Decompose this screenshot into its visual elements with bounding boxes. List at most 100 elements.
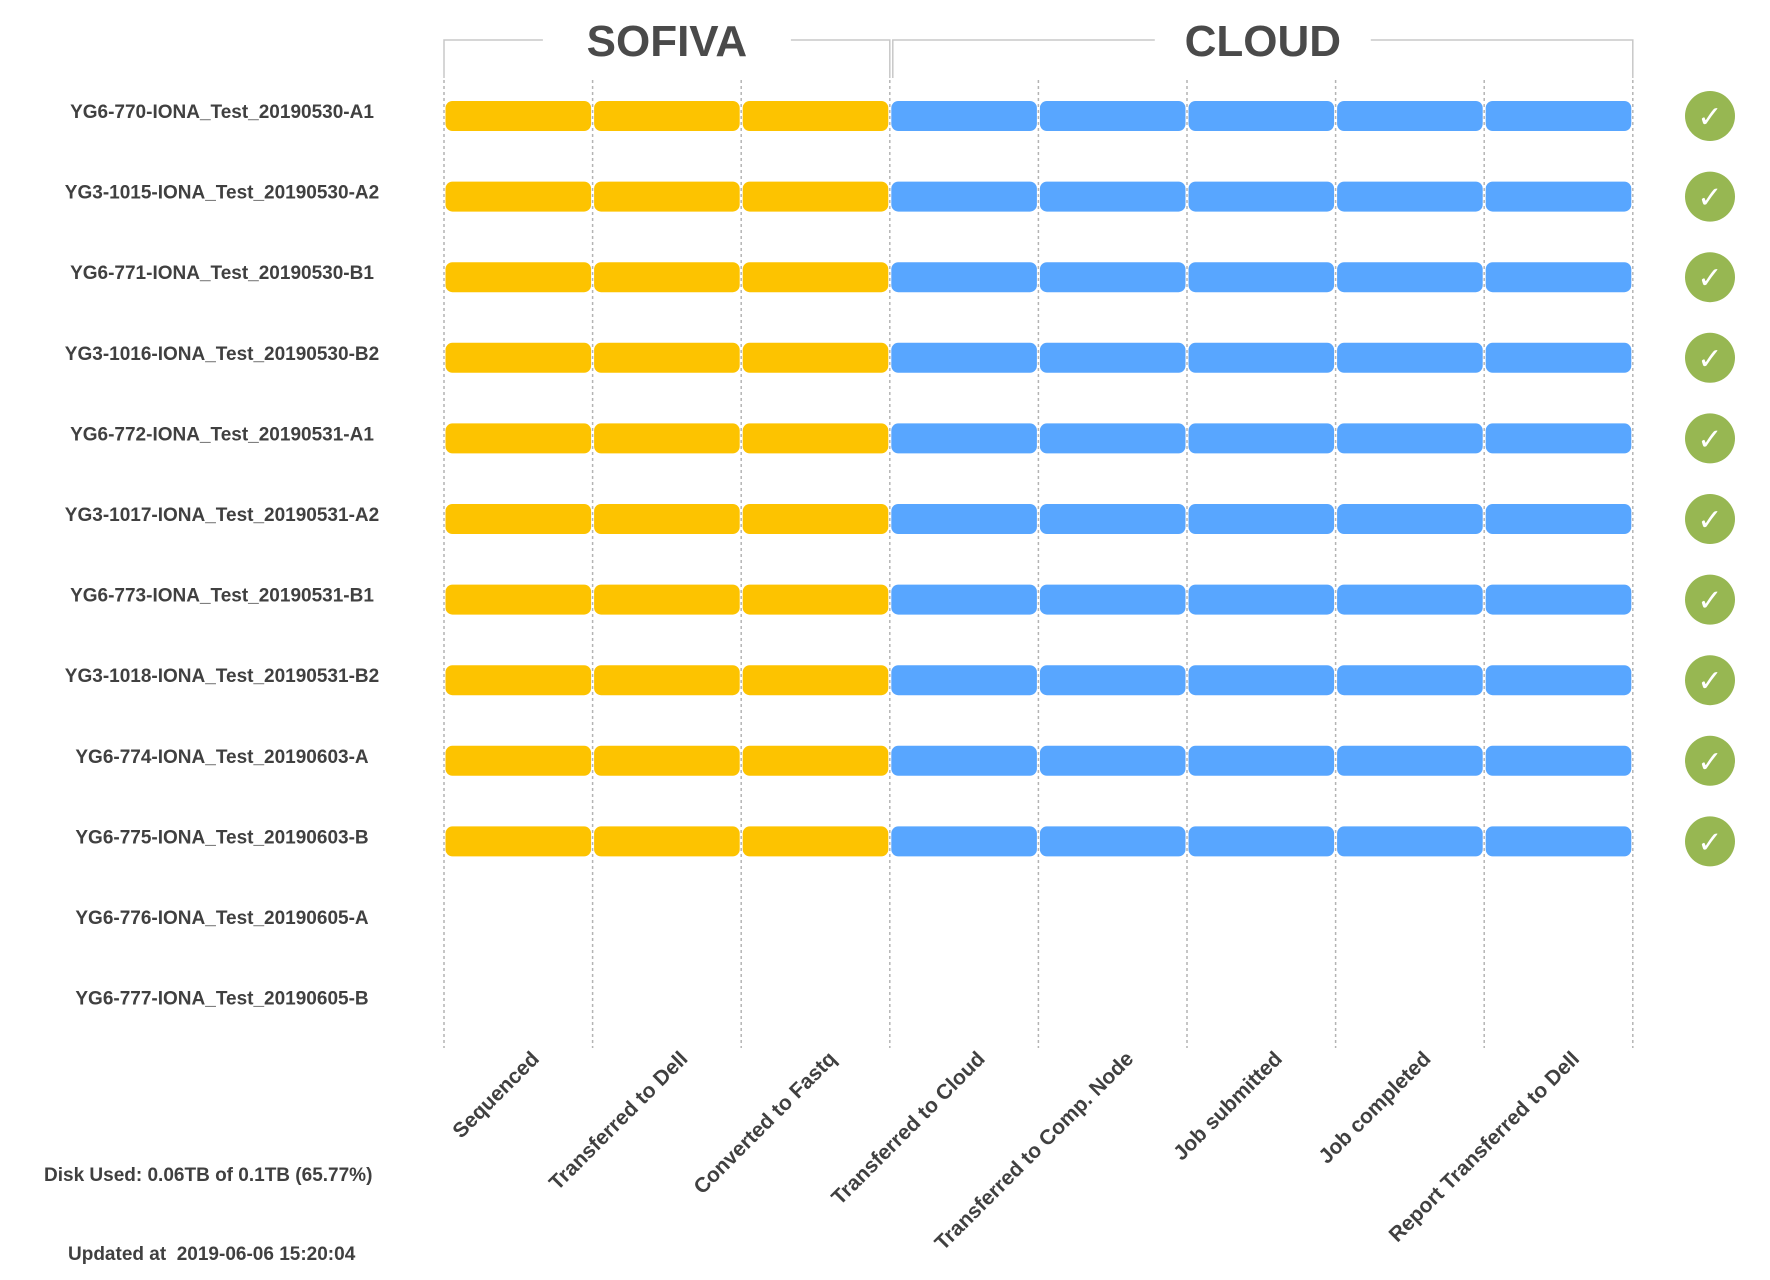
status-bar [1485,101,1632,131]
status-bar [742,584,889,615]
status-bar [1039,665,1186,696]
done-indicators: ✓ ✓ ✓ ✓ ✓ ✓ ✓ ✓ ✓ ✓ [1685,91,1735,867]
status-bar [891,423,1037,454]
check-mark: ✓ [1697,423,1722,456]
check-icon [1685,332,1735,383]
stage-label: Sequenced [448,1047,543,1142]
sample-label: YG6-777-IONA_Test_20190605-B [75,989,368,1010]
status-bar [891,181,1037,212]
group-brackets: SOFIVA CLOUD [443,17,1634,78]
status-bar [742,342,889,373]
updated-at-text: Updated at 2019-06-06 15:20:04 [68,1244,356,1265]
status-bar [594,826,740,857]
check-icon [1685,171,1735,222]
status-bar [1485,504,1632,534]
sample-label: YG6-772-IONA_Test_20190531-A1 [70,424,374,445]
check-icon [1685,655,1735,706]
status-bar [1485,342,1632,373]
check-mark: ✓ [1697,101,1722,134]
sample-label: YG6-776-IONA_Test_20190605-A [75,908,369,929]
status-bar [1485,745,1632,776]
status-bar [1485,181,1632,212]
disk-used-text: Disk Used: 0.06TB of 0.1TB (65.77%) [44,1165,372,1186]
status-bar [445,181,592,212]
group-title: SOFIVA [587,17,748,66]
status-bar [1337,101,1483,131]
status-bar [1337,665,1483,696]
group-bracket [443,39,543,78]
status-bar [594,504,740,534]
check-icon [1685,413,1735,464]
status-bar [1337,745,1483,776]
group-bracket [892,39,1155,78]
status-bar [594,584,740,615]
status-bar [742,262,889,293]
sample-label: YG3-1017-IONA_Test_20190531-A2 [65,505,379,526]
group-bracket [1370,39,1634,78]
status-bar [1039,745,1186,776]
status-bar [742,745,889,776]
check-mark: ✓ [1697,585,1722,618]
status-bar [742,181,889,212]
sample-label: YG3-1018-IONA_Test_20190531-B2 [65,666,379,687]
status-bar [891,584,1037,615]
check-icon [1685,816,1735,867]
status-bar [1188,101,1335,131]
status-bar [891,262,1037,293]
status-bar [1039,101,1186,131]
status-bar [1188,745,1335,776]
status-bar [1337,504,1483,534]
status-bar [445,504,592,534]
status-bar [1039,262,1186,293]
check-icon [1685,252,1735,303]
status-bar [1188,665,1335,696]
sample-label: YG6-774-IONA_Test_20190603-A [75,747,369,768]
status-bar [594,665,740,696]
sample-labels: YG6-770-IONA_Test_20190530-A1 YG3-1015-IO… [65,102,379,1010]
check-icon [1685,494,1735,544]
status-bar [1337,181,1483,212]
status-bar [1485,423,1632,454]
status-bar [594,262,740,293]
status-bar [1039,504,1186,534]
status-bar [1188,423,1335,454]
status-bar [445,665,592,696]
status-bar [445,745,592,776]
check-mark: ✓ [1697,182,1722,215]
status-bar [1485,826,1632,857]
status-bar [1337,584,1483,615]
status-bar [1337,826,1483,857]
status-bar [594,101,740,131]
status-bar [1485,665,1632,696]
status-bar [742,504,889,534]
status-bar [891,745,1037,776]
status-bar [594,342,740,373]
stage-label: Transferred to Dell [545,1047,692,1194]
status-bar [445,584,592,615]
check-mark: ✓ [1697,262,1722,295]
status-bar [445,101,592,131]
status-bar [742,101,889,131]
status-bar [594,745,740,776]
status-bar [1039,423,1186,454]
sample-label: YG6-771-IONA_Test_20190530-B1 [70,263,374,284]
status-bar [445,826,592,857]
status-bar [1039,181,1186,212]
status-bar [742,665,889,696]
status-bar [445,262,592,293]
sample-label: YG6-773-IONA_Test_20190531-B1 [70,586,374,607]
status-bar [1485,262,1632,293]
status-bar [594,181,740,212]
status-bar [1188,826,1335,857]
check-mark: ✓ [1697,665,1722,698]
status-bar [1337,342,1483,373]
stage-label: Job completed [1314,1047,1435,1168]
status-bar [891,504,1037,534]
status-bar [1485,584,1632,615]
sample-label: YG3-1015-IONA_Test_20190530-A2 [65,183,379,204]
status-bars [445,101,1632,857]
stage-label: Transferred to Cloud [827,1047,989,1209]
check-mark: ✓ [1697,343,1722,376]
